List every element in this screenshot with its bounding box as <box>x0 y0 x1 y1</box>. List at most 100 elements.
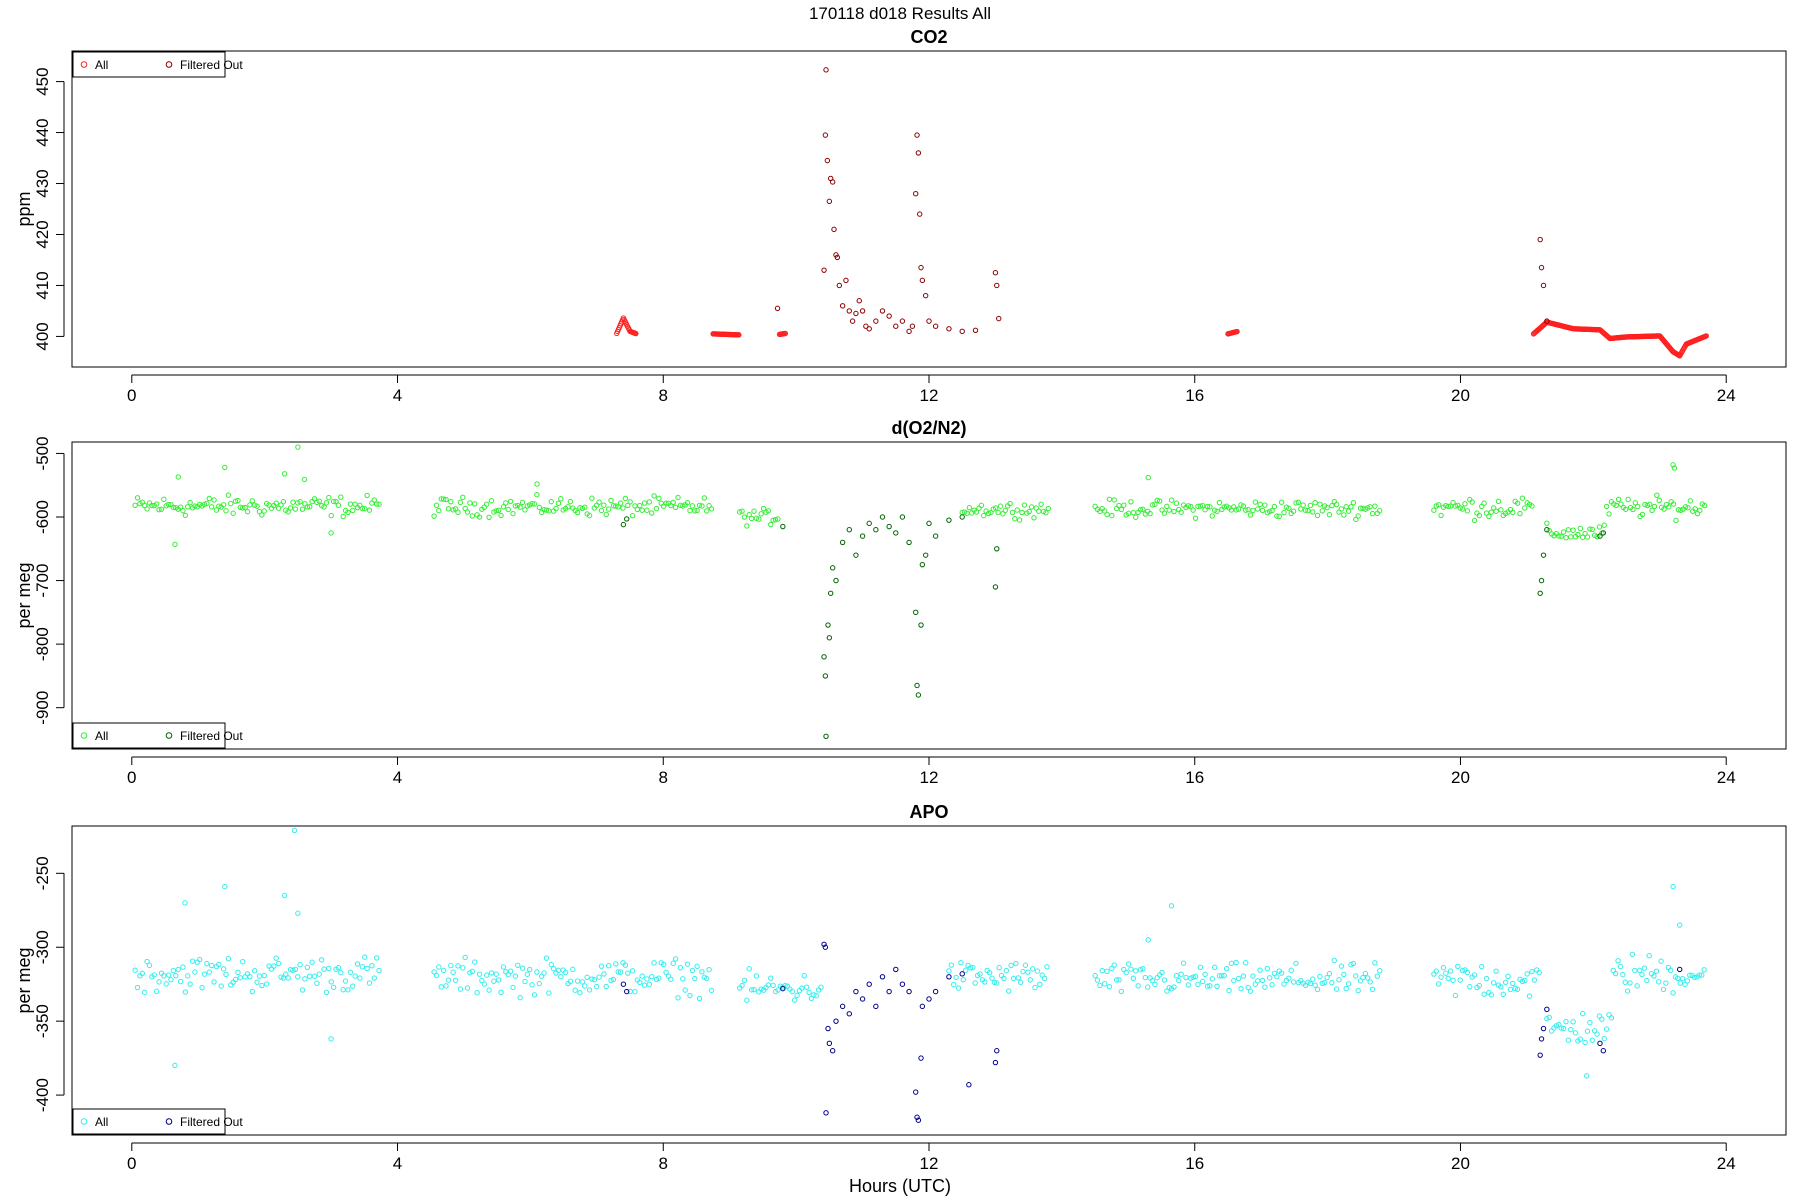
data-point-filtered <box>992 584 999 590</box>
data-point-all <box>254 503 260 509</box>
data-point-all <box>505 506 511 513</box>
data-point-all <box>185 504 191 510</box>
data-point-all <box>1152 981 1158 988</box>
data-point-all <box>1171 508 1177 515</box>
data-point-all <box>328 512 334 519</box>
data-point-all <box>1317 501 1323 507</box>
data-point-all <box>1606 511 1612 517</box>
data-point-all <box>1336 977 1342 983</box>
data-point-all <box>247 973 253 980</box>
data-point-all <box>268 966 275 972</box>
data-point-all <box>596 974 602 980</box>
data-point-all <box>225 956 232 962</box>
data-point-all <box>687 992 693 999</box>
data-point-filtered <box>972 327 979 334</box>
data-point-filtered <box>915 150 922 156</box>
data-point-all <box>462 954 468 961</box>
data-point-all <box>1594 1031 1600 1037</box>
legend-box <box>72 51 226 78</box>
data-point-all <box>311 973 318 979</box>
data-point-all <box>1536 969 1542 976</box>
data-point-filtered <box>839 303 846 309</box>
data-point-all <box>736 509 743 515</box>
data-point-all <box>1293 960 1299 967</box>
data-point-filtered <box>926 996 932 1002</box>
data-point-all <box>1133 968 1139 974</box>
data-point-all <box>132 967 138 973</box>
data-point-all <box>1200 503 1206 509</box>
data-point-all <box>1697 507 1703 513</box>
legend-marker-filtered <box>165 61 173 68</box>
data-point-all <box>1250 507 1256 514</box>
data-point-all <box>1118 988 1125 995</box>
x-tick-label: 20 <box>1451 768 1470 787</box>
data-point-filtered <box>915 1117 922 1123</box>
x-tick-label: 8 <box>659 768 668 787</box>
data-point-all <box>1104 511 1110 518</box>
data-point-all <box>536 980 542 987</box>
data-point-all <box>235 969 241 976</box>
data-point-all <box>153 501 160 507</box>
data-point-all <box>1173 500 1180 506</box>
data-point-filtered <box>1597 1040 1603 1047</box>
data-point-all <box>1101 508 1108 514</box>
data-point-all <box>307 973 313 979</box>
data-point-all <box>507 968 514 974</box>
data-point-all <box>321 504 327 510</box>
data-point-all <box>376 501 382 507</box>
data-point-all <box>1661 506 1667 512</box>
data-point-all <box>708 987 715 994</box>
data-point-all <box>366 980 373 986</box>
data-point-all <box>1372 960 1378 966</box>
data-point-filtered <box>822 944 829 950</box>
data-point-all <box>1622 979 1628 985</box>
data-point-filtered <box>994 282 1000 289</box>
data-point-all <box>1149 977 1156 984</box>
data-point-all <box>1651 973 1657 979</box>
data-point-all <box>1685 504 1691 511</box>
data-point-all <box>283 971 289 977</box>
data-point-all <box>1156 498 1163 504</box>
data-point-all <box>699 969 705 975</box>
data-point-all <box>1630 506 1636 513</box>
data-point-all <box>1274 974 1280 980</box>
data-point-all <box>996 965 1002 971</box>
data-point-all <box>708 506 715 512</box>
data-point-all <box>333 498 339 505</box>
data-point-all <box>582 983 588 989</box>
data-point-all <box>517 504 523 510</box>
data-point-all <box>1028 504 1035 510</box>
legend: All Filtered Out <box>72 51 243 78</box>
data-point-all <box>1687 972 1693 978</box>
data-point-all <box>249 498 256 504</box>
data-point-all <box>376 967 382 974</box>
data-point-all <box>1331 957 1337 964</box>
data-point-all <box>1298 506 1304 512</box>
data-point-all <box>992 505 999 511</box>
data-point-filtered <box>1600 530 1607 536</box>
data-point-all <box>1130 509 1137 516</box>
data-point-all <box>756 516 762 522</box>
data-point-all <box>182 989 189 995</box>
data-point-all <box>1014 507 1020 513</box>
data-point-all <box>352 973 358 979</box>
data-point-all <box>649 510 655 516</box>
data-point-all <box>958 959 964 966</box>
data-point-filtered <box>996 315 1002 322</box>
y-tick-label: -900 <box>33 691 52 725</box>
data-point-all <box>567 498 574 505</box>
x-tick-label: 16 <box>1185 768 1204 787</box>
data-point-all <box>1443 970 1449 976</box>
data-point-all <box>364 965 370 972</box>
data-point-all <box>584 974 590 981</box>
x-tick-label: 4 <box>393 386 402 405</box>
data-point-all <box>510 984 516 991</box>
data-point-all <box>1345 508 1352 514</box>
data-point-all <box>1008 962 1014 969</box>
data-point-all <box>753 973 760 979</box>
data-point-all <box>1037 981 1043 988</box>
data-point-all <box>1369 510 1376 517</box>
data-point-all <box>488 970 495 976</box>
data-point-all <box>433 972 440 979</box>
